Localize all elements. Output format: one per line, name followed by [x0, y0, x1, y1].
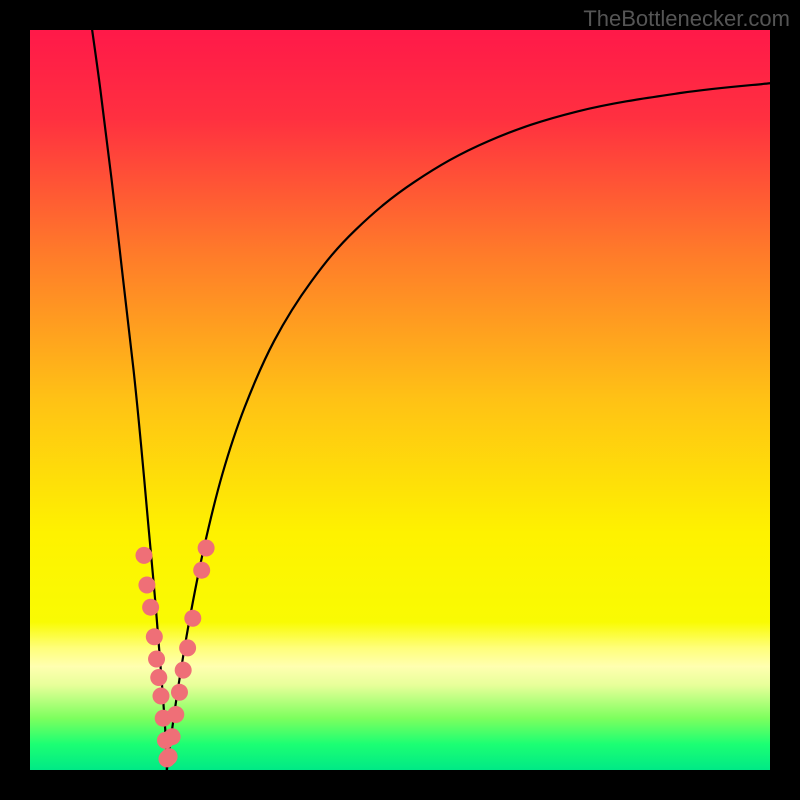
bottleneck-chart: TheBottlenecker.com: [0, 0, 800, 800]
watermark-text: TheBottlenecker.com: [583, 6, 790, 32]
plot-area: [30, 30, 770, 770]
